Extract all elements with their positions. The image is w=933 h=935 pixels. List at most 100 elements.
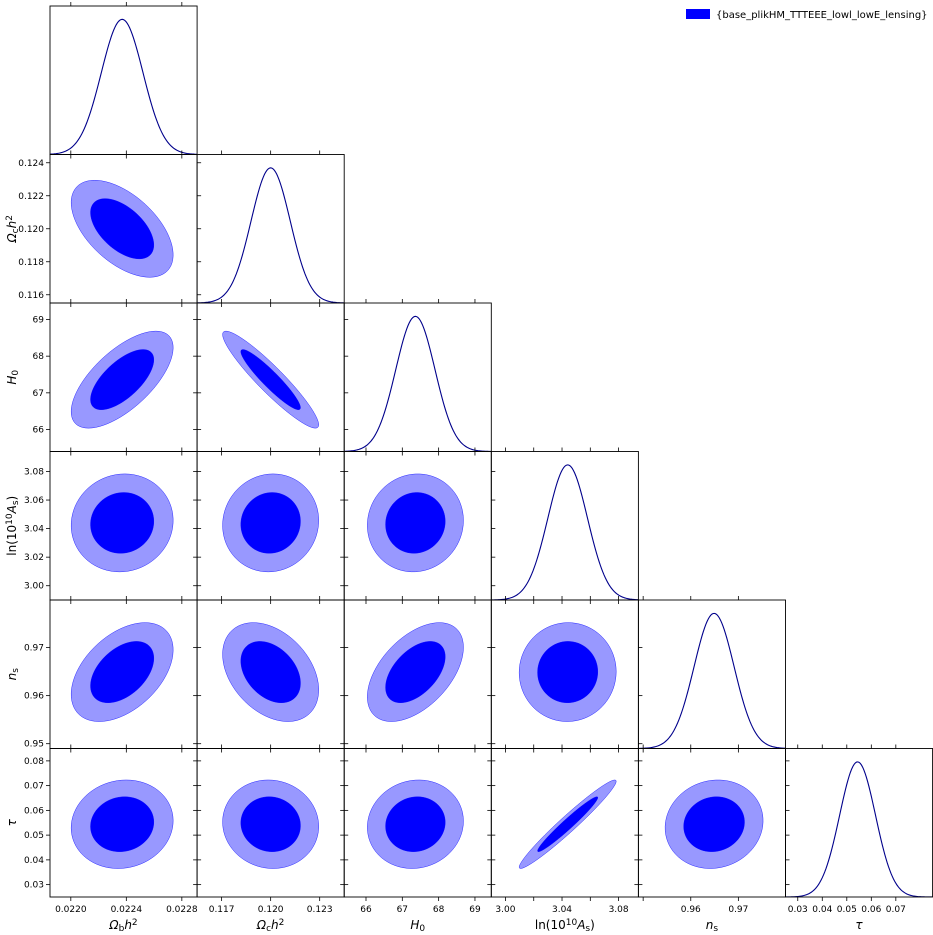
x-tick-label: 0.123 xyxy=(307,905,333,915)
marginal-logA xyxy=(491,464,639,600)
x-axis-label-ombh2: Ωbh2 xyxy=(108,918,137,934)
y-tick-label: 0.08 xyxy=(24,757,44,767)
contour-68-tau-omch2 xyxy=(240,796,301,852)
x-axis-label-omch2: Ωch2 xyxy=(256,918,284,934)
y-axis-label-H0: H0 xyxy=(5,370,21,385)
contour-68-omch2-ombh2 xyxy=(90,198,154,260)
panel-H0-vs-H0 xyxy=(343,299,492,456)
y-tick-label: 3.02 xyxy=(24,553,44,563)
x-tick-label: 0.0228 xyxy=(166,905,198,915)
panel-ns-vs-logA xyxy=(487,596,643,753)
x-axis-label-ns: ns xyxy=(706,918,719,934)
y-tick-label: 0.122 xyxy=(18,192,44,202)
x-tick-label: 0.05 xyxy=(837,905,857,915)
x-axis-label-logA: ln(1010As) xyxy=(535,918,595,934)
panel-logA-vs-ombh2 xyxy=(46,447,202,604)
y-tick-label: 66 xyxy=(33,426,45,436)
panel-frame xyxy=(196,154,345,304)
panel-frame xyxy=(637,599,786,749)
panel-omch2-vs-ombh2 xyxy=(46,150,202,307)
panel-ns-vs-H0 xyxy=(340,596,496,753)
panel-H0-vs-omch2 xyxy=(193,299,349,456)
x-tick-label: 69 xyxy=(469,905,481,915)
panel-omch2-vs-omch2 xyxy=(196,150,345,307)
y-tick-label: 0.116 xyxy=(18,291,44,301)
x-tick-label: 0.97 xyxy=(728,905,748,915)
x-tick-label: 0.06 xyxy=(861,905,881,915)
contour-68-logA-ombh2 xyxy=(90,492,154,554)
panel-ns-vs-ombh2 xyxy=(46,596,202,753)
marginal-omch2 xyxy=(197,167,345,303)
marginal-tau xyxy=(785,761,933,897)
x-tick-label: 0.07 xyxy=(886,905,906,915)
y-axis-label-logA: ln(1010As) xyxy=(5,496,21,556)
contour-68-ns-ombh2 xyxy=(90,641,154,703)
panel-logA-vs-logA xyxy=(490,447,639,604)
y-tick-label: 3.06 xyxy=(24,496,44,506)
x-tick-label: 66 xyxy=(360,905,372,915)
y-tick-label: 0.95 xyxy=(24,740,44,750)
x-axis-label-H0: H0 xyxy=(410,918,425,934)
y-tick-label: 0.97 xyxy=(24,644,44,654)
x-tick-label: 67 xyxy=(397,905,408,915)
y-tick-label: 0.07 xyxy=(24,782,44,792)
legend-label: {base_plikHM_TTTEEE_lowl_lowE_lensing} xyxy=(716,10,928,21)
panel-ns-vs-omch2 xyxy=(193,596,349,753)
y-tick-label: 0.124 xyxy=(18,159,44,169)
x-tick-label: 0.120 xyxy=(258,905,284,915)
panel-tau-vs-ns xyxy=(634,744,790,901)
y-axis-label-omch2: Ωch2 xyxy=(5,215,21,243)
panel-frame xyxy=(343,302,492,452)
panel-frame xyxy=(490,451,639,601)
y-tick-label: 0.06 xyxy=(24,806,44,816)
panel-ombh2-vs-ombh2 xyxy=(49,2,198,159)
y-axis-label-tau: τ xyxy=(5,818,19,826)
y-tick-label: 3.00 xyxy=(24,582,44,592)
marginal-ns xyxy=(638,612,786,749)
y-tick-label: 0.05 xyxy=(24,831,44,841)
panel-H0-vs-ombh2 xyxy=(46,299,202,456)
x-tick-label: 0.04 xyxy=(812,905,832,915)
contour-68-tau-ns xyxy=(683,796,745,852)
panel-frame xyxy=(785,748,933,898)
y-tick-label: 0.04 xyxy=(24,856,44,866)
x-tick-label: 0.0224 xyxy=(111,905,143,915)
panel-tau-vs-omch2 xyxy=(193,744,349,901)
x-axis-label-tau: τ xyxy=(855,918,863,932)
contour-68-H0-omch2 xyxy=(240,349,301,410)
panel-ns-vs-ns xyxy=(637,596,786,753)
x-tick-label: 3.04 xyxy=(552,905,572,915)
y-tick-label: 0.118 xyxy=(18,258,44,268)
y-tick-label: 3.04 xyxy=(24,525,44,535)
y-tick-label: 0.96 xyxy=(24,692,44,702)
contour-68-ns-omch2 xyxy=(240,641,301,703)
panel-frame xyxy=(49,5,198,155)
contour-68-tau-logA xyxy=(537,796,598,852)
y-tick-label: 0.120 xyxy=(18,225,44,235)
x-tick-label: 0.03 xyxy=(788,905,808,915)
y-tick-label: 3.08 xyxy=(24,467,44,477)
legend-swatch xyxy=(686,9,710,19)
contour-68-H0-ombh2 xyxy=(90,349,154,410)
x-tick-label: 0.0220 xyxy=(55,905,87,915)
x-tick-label: 3.00 xyxy=(495,905,515,915)
contour-68-ns-logA xyxy=(537,641,598,703)
marginal-ombh2 xyxy=(50,18,198,155)
panel-logA-vs-H0 xyxy=(340,447,496,604)
y-axis-label-ns: ns xyxy=(5,668,21,681)
x-tick-label: 3.08 xyxy=(609,905,629,915)
contour-68-logA-H0 xyxy=(385,492,446,554)
contour-68-tau-ombh2 xyxy=(90,796,155,852)
y-tick-label: 67 xyxy=(33,389,44,399)
legend: {base_plikHM_TTTEEE_lowl_lowE_lensing} xyxy=(686,9,928,21)
y-tick-label: 0.03 xyxy=(24,881,44,891)
y-tick-label: 69 xyxy=(33,316,45,326)
contour-68-logA-omch2 xyxy=(240,492,301,554)
marginal-H0 xyxy=(344,315,492,452)
panel-tau-vs-H0 xyxy=(340,744,496,901)
contour-68-ns-H0 xyxy=(385,641,446,703)
panel-logA-vs-omch2 xyxy=(193,447,349,604)
panel-tau-vs-ombh2 xyxy=(46,744,202,901)
panel-tau-vs-tau xyxy=(785,744,933,901)
